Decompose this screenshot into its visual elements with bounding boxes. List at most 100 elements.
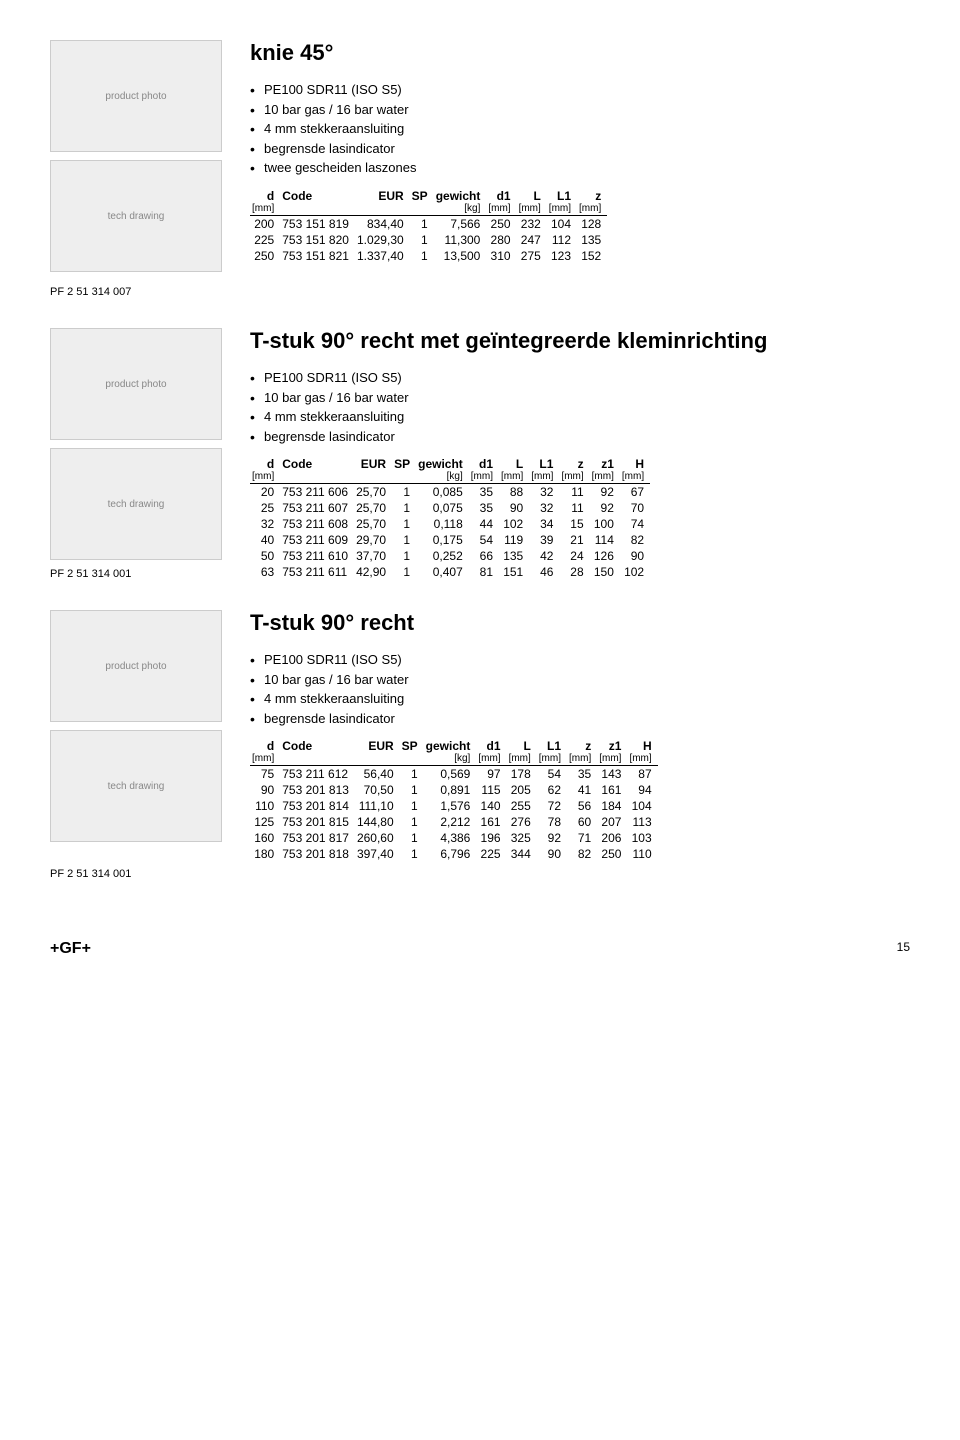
- th-L: L[mm]: [517, 188, 547, 216]
- table-cell: 753 201 814: [280, 798, 355, 814]
- table-cell: 46: [529, 564, 559, 580]
- table-row: 110753 201 814111,1011,57614025572561841…: [250, 798, 658, 814]
- table-cell: 44: [469, 516, 499, 532]
- table-cell: 15: [559, 516, 589, 532]
- th-code: Code: [280, 188, 355, 216]
- table-cell: 128: [577, 215, 607, 232]
- table-cell: 126: [590, 548, 620, 564]
- table-cell: 0,085: [416, 484, 469, 501]
- table-cell: 20: [250, 484, 280, 501]
- table-cell: 151: [499, 564, 529, 580]
- table-row: 75753 211 61256,4010,56997178543514387: [250, 766, 658, 783]
- table-cell: 135: [577, 232, 607, 248]
- bullet: 10 bar gas / 16 bar water: [250, 670, 910, 690]
- bullet: 10 bar gas / 16 bar water: [250, 388, 910, 408]
- table-cell: 35: [567, 766, 597, 783]
- bullet: PE100 SDR11 (ISO S5): [250, 80, 910, 100]
- table-cell: 184: [597, 798, 627, 814]
- table-cell: 1.029,30: [355, 232, 410, 248]
- table-cell: 247: [517, 232, 547, 248]
- table-cell: 1: [392, 500, 416, 516]
- page-number: 15: [897, 940, 910, 958]
- table-cell: 4,386: [424, 830, 477, 846]
- table-cell: 0,075: [416, 500, 469, 516]
- table-cell: 66: [469, 548, 499, 564]
- table-cell: 753 201 817: [280, 830, 355, 846]
- photo-placeholder-1: product photo: [50, 40, 222, 152]
- th-z: z[mm]: [577, 188, 607, 216]
- section2-table: d[mm] Code EUR SP gewicht[kg] d1[mm] L[m…: [250, 456, 650, 580]
- photo-placeholder-2: product photo: [50, 328, 222, 440]
- left-images-2: product photo tech drawing PF 2 51 314 0…: [50, 328, 250, 580]
- table-cell: 0,407: [416, 564, 469, 580]
- table-cell: 1: [400, 798, 424, 814]
- table-cell: 206: [597, 830, 627, 846]
- table-cell: 97: [476, 766, 506, 783]
- table-cell: 0,891: [424, 782, 477, 798]
- table-row: 160753 201 817260,6014,38619632592712061…: [250, 830, 658, 846]
- table-cell: 72: [537, 798, 567, 814]
- table-cell: 260,60: [355, 830, 400, 846]
- table-cell: 123: [547, 248, 577, 264]
- th-d1: d1[mm]: [476, 738, 506, 766]
- table-cell: 25,70: [354, 484, 392, 501]
- table-cell: 88: [499, 484, 529, 501]
- table-cell: 82: [567, 846, 597, 862]
- table-cell: 1: [392, 516, 416, 532]
- th-gewicht: gewicht[kg]: [434, 188, 487, 216]
- table-cell: 71: [567, 830, 597, 846]
- drawing-placeholder-3: tech drawing: [50, 730, 222, 842]
- table-cell: 62: [537, 782, 567, 798]
- table-cell: 90: [620, 548, 650, 564]
- table-cell: 100: [590, 516, 620, 532]
- table-cell: 225: [476, 846, 506, 862]
- th-z: z[mm]: [559, 456, 589, 484]
- table-cell: 54: [537, 766, 567, 783]
- drawing-placeholder-1: tech drawing: [50, 160, 222, 272]
- table-cell: 111,10: [355, 798, 400, 814]
- left-images-3: product photo tech drawing: [50, 610, 250, 850]
- table-row: 25753 211 60725,7010,075359032119270: [250, 500, 650, 516]
- bullet: begrensde lasindicator: [250, 139, 910, 159]
- table-cell: 21: [559, 532, 589, 548]
- table-cell: 161: [597, 782, 627, 798]
- table-cell: 325: [507, 830, 537, 846]
- th-L1: L1[mm]: [547, 188, 577, 216]
- table-cell: 119: [499, 532, 529, 548]
- th-H: H[mm]: [627, 738, 657, 766]
- table-cell: 92: [590, 484, 620, 501]
- section1-bullets: PE100 SDR11 (ISO S5) 10 bar gas / 16 bar…: [250, 80, 910, 178]
- th-eur: EUR: [355, 738, 400, 766]
- th-L: L[mm]: [507, 738, 537, 766]
- section3-table: d[mm] Code EUR SP gewicht[kg] d1[mm] L[m…: [250, 738, 658, 862]
- th-d: d[mm]: [250, 188, 280, 216]
- table-row: 90753 201 81370,5010,891115205624116194: [250, 782, 658, 798]
- table-cell: 1: [392, 532, 416, 548]
- table-cell: 42: [529, 548, 559, 564]
- table-cell: 104: [627, 798, 657, 814]
- bullet: 4 mm stekkeraansluiting: [250, 689, 910, 709]
- th-code: Code: [280, 456, 354, 484]
- table-cell: 1: [392, 564, 416, 580]
- table-row: 250753 151 8211.337,40113,50031027512315…: [250, 248, 607, 264]
- table-row: 20753 211 60625,7010,085358832119267: [250, 484, 650, 501]
- table-cell: 207: [597, 814, 627, 830]
- table-cell: 150: [590, 564, 620, 580]
- table-cell: 35: [469, 500, 499, 516]
- section2-bullets: PE100 SDR11 (ISO S5) 10 bar gas / 16 bar…: [250, 368, 910, 446]
- table-row: 32753 211 60825,7010,11844102341510074: [250, 516, 650, 532]
- table-cell: 1: [410, 232, 434, 248]
- table-cell: 104: [547, 215, 577, 232]
- table-cell: 25,70: [354, 516, 392, 532]
- table-cell: 152: [577, 248, 607, 264]
- bullet: begrensde lasindicator: [250, 709, 910, 729]
- table-cell: 161: [476, 814, 506, 830]
- table-row: 125753 201 815144,8012,21216127678602071…: [250, 814, 658, 830]
- table-cell: 310: [486, 248, 516, 264]
- th-z1: z1[mm]: [597, 738, 627, 766]
- table-row: 40753 211 60929,7010,17554119392111482: [250, 532, 650, 548]
- th-gewicht: gewicht[kg]: [424, 738, 477, 766]
- table-cell: 103: [627, 830, 657, 846]
- table-cell: 196: [476, 830, 506, 846]
- table-cell: 1: [410, 215, 434, 232]
